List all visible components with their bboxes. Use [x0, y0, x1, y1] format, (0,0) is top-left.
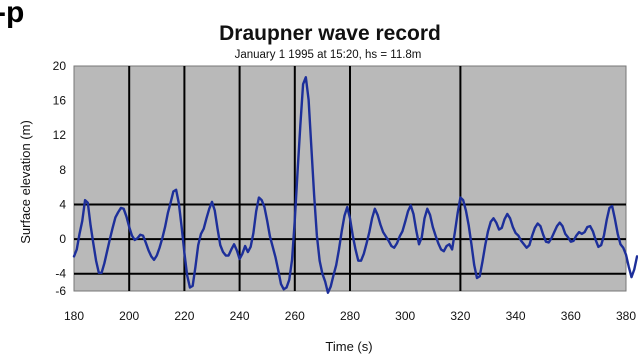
x-tick-label-10: 380 — [616, 309, 636, 323]
plot-area: -6 -4 0 4 8 12 16 20 180 200 220 240 260 280 300 320 34… — [53, 59, 638, 323]
y-tick-label-4: 8 — [59, 163, 66, 177]
gridlines — [74, 66, 626, 291]
series-line-0 — [72, 76, 638, 294]
x-tick-label-1: 200 — [119, 309, 139, 323]
x-tick-label-0: 180 — [64, 309, 84, 323]
x-axis-label: Time (s) — [325, 339, 372, 354]
y-axis-label: Surface elevation (m) — [18, 120, 33, 244]
x-tick-label-7: 320 — [450, 309, 470, 323]
y-tick-label-2: 0 — [59, 232, 66, 246]
y-tick-label-5: 12 — [53, 128, 67, 142]
y-tick-label-1: -4 — [55, 267, 66, 281]
x-tick-label-9: 360 — [561, 309, 581, 323]
y-tick-label-0: -6 — [55, 284, 66, 298]
x-tick-label-2: 220 — [174, 309, 194, 323]
y-tick-label-6: 16 — [53, 94, 67, 108]
x-axis-ticks: 180 200 220 240 260 280 300 320 340 360 380 — [64, 309, 636, 323]
series-layer — [72, 76, 638, 294]
top-cropped-text-fragment: -p — [0, 0, 24, 29]
chart-subtitle: January 1 1995 at 15:20, hs = 11.8m — [235, 49, 422, 61]
x-tick-label-6: 300 — [395, 309, 415, 323]
x-tick-label-5: 280 — [340, 309, 360, 323]
x-tick-label-3: 240 — [230, 309, 250, 323]
chart-title: Draupner wave record — [219, 22, 441, 45]
x-tick-label-4: 260 — [285, 309, 305, 323]
y-tick-label-3: 4 — [59, 197, 66, 211]
y-axis-ticks: -6 -4 0 4 8 12 16 20 — [53, 59, 67, 298]
y-tick-label-7: 20 — [53, 59, 67, 73]
x-tick-label-8: 340 — [506, 309, 526, 323]
